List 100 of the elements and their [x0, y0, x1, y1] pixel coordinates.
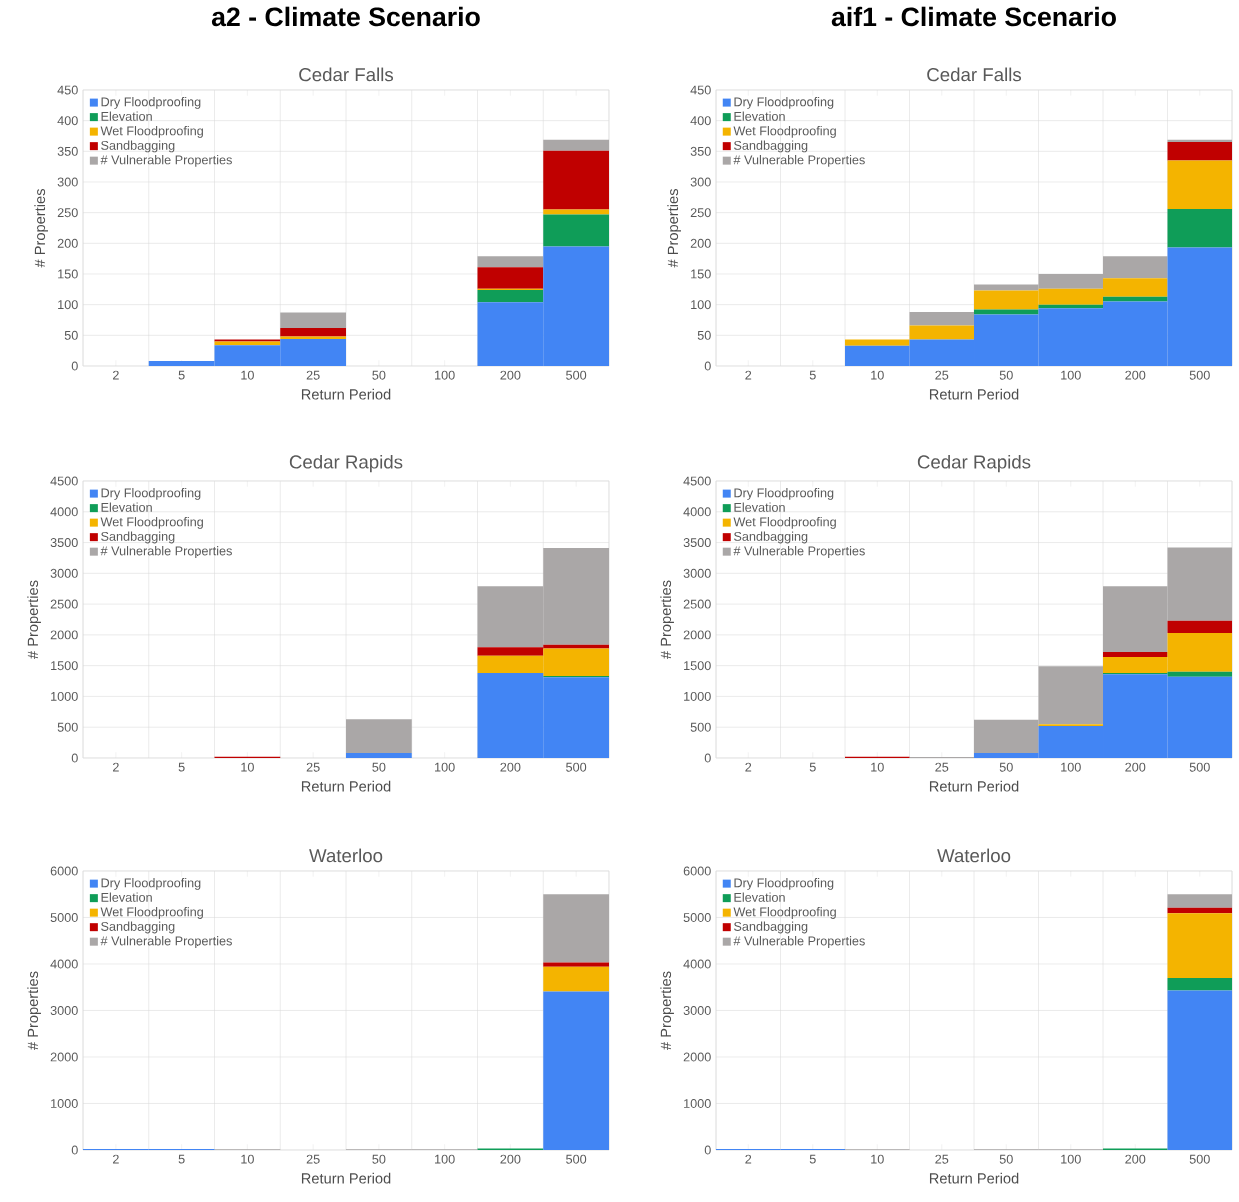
legend-label: Dry Floodproofing: [734, 97, 834, 109]
x-tick-label: 5: [809, 762, 816, 772]
y-tick-label: 100: [691, 300, 711, 310]
x-axis-title: Return Period: [301, 388, 391, 400]
legend-label: Dry Floodproofing: [734, 488, 834, 500]
legend-label: Sandbagging: [734, 531, 808, 544]
y-tick-label: 0: [704, 753, 711, 763]
legend-label: Wet Floodproofing: [733, 517, 836, 529]
y-tick-label: 450: [690, 85, 711, 95]
y-tick-label: 0: [704, 361, 711, 371]
y-tick-label: 150: [691, 269, 711, 279]
y-tick-label: 4000: [683, 507, 711, 517]
x-tick-label: 100: [1061, 370, 1081, 380]
y-tick-label: 250: [57, 208, 78, 218]
y-tick-label: 50: [697, 330, 711, 340]
y-tick-label: 1000: [51, 691, 78, 701]
y-tick-label: 4500: [683, 476, 711, 486]
legend-label: Dry Floodproofing: [101, 878, 201, 890]
chart-title: Cedar Rapids: [289, 454, 403, 473]
legend-label: Wet Floodproofing: [733, 907, 836, 919]
y-tick-label: 0: [71, 361, 78, 371]
x-tick-label: 2: [112, 1154, 119, 1164]
y-tick-label: 350: [690, 146, 711, 156]
legend-label: Sandbagging: [101, 531, 175, 544]
x-tick-label: 10: [241, 1154, 254, 1164]
y-tick-label: 4000: [683, 959, 711, 969]
legend-label: Dry Floodproofing: [101, 97, 201, 109]
x-tick-label: 25: [935, 370, 949, 380]
y-tick-label: 350: [57, 146, 78, 156]
y-tick-label: 2500: [50, 599, 78, 609]
y-tick-label: 6000: [50, 866, 78, 876]
x-tick-label: 500: [1189, 370, 1210, 380]
y-tick-label: 1500: [684, 661, 711, 671]
y-tick-label: 3500: [683, 538, 711, 548]
x-axis-title: Return Period: [929, 780, 1019, 792]
y-tick-label: 1500: [51, 661, 78, 671]
legend-label: Wet Floodproofing: [100, 517, 203, 529]
x-tick-label: 200: [500, 1154, 521, 1164]
y-tick-label: 150: [58, 269, 78, 279]
y-tick-label: 3500: [50, 538, 78, 548]
x-tick-label: 25: [935, 762, 949, 772]
x-tick-label: 100: [435, 762, 455, 772]
x-tick-label: 5: [178, 762, 185, 772]
y-tick-label: 1000: [684, 1099, 711, 1108]
legend-label: Elevation: [101, 892, 152, 902]
y-tick-label: 2000: [50, 1052, 78, 1062]
x-tick-label: 200: [1125, 762, 1146, 772]
x-tick-label: 50: [372, 370, 386, 380]
y-tick-label: 4500: [50, 476, 78, 486]
x-tick-label: 5: [178, 1154, 185, 1164]
y-tick-label: 4000: [50, 507, 78, 517]
legend-label: # Vulnerable Properties: [100, 546, 232, 558]
legend-label: Sandbagging: [734, 140, 808, 153]
legend-label: Wet Floodproofing: [733, 126, 836, 138]
legend-label: # Vulnerable Properties: [733, 936, 865, 948]
chart-title: Waterloo: [937, 848, 1011, 863]
x-tick-label: 50: [372, 762, 386, 772]
legend-label: Elevation: [734, 502, 785, 512]
legend-label: # Vulnerable Properties: [733, 155, 865, 167]
x-tick-label: 50: [999, 1154, 1013, 1164]
y-tick-label: 1000: [684, 691, 711, 701]
y-tick-label: 0: [704, 1145, 711, 1155]
x-tick-label: 200: [500, 370, 521, 380]
y-tick-label: 250: [690, 208, 711, 218]
x-tick-label: 10: [871, 370, 884, 380]
x-tick-label: 500: [566, 1154, 587, 1164]
y-tick-label: 2000: [50, 630, 78, 640]
y-tick-label: 5000: [50, 913, 78, 922]
y-tick-label: 2000: [683, 1052, 711, 1062]
y-tick-label: 100: [58, 300, 78, 310]
y-axis-title: # Properties: [660, 580, 674, 659]
x-tick-label: 500: [566, 370, 587, 380]
y-tick-label: 200: [690, 238, 711, 248]
x-tick-label: 500: [566, 762, 587, 772]
x-tick-label: 50: [372, 1154, 386, 1164]
chart-title: Cedar Rapids: [917, 454, 1031, 473]
y-tick-label: 6000: [683, 866, 711, 876]
legend-label: Elevation: [101, 111, 152, 121]
x-tick-label: 10: [241, 762, 254, 772]
legend-label: # Vulnerable Properties: [100, 936, 232, 948]
chart-title: Cedar Falls: [927, 67, 1022, 82]
legend-label: Dry Floodproofing: [101, 488, 201, 500]
x-tick-label: 25: [306, 1154, 320, 1164]
x-tick-label: 100: [1061, 762, 1081, 772]
x-axis-title: Return Period: [301, 780, 391, 792]
text: aif1 - Climate Scenario: [831, 6, 1116, 27]
legend-label: # Vulnerable Properties: [733, 546, 865, 558]
y-axis-title: # Properties: [667, 189, 681, 268]
chart-title: Waterloo: [309, 848, 383, 863]
x-tick-label: 2: [112, 762, 119, 772]
x-tick-label: 500: [1189, 762, 1210, 772]
legend-label: Wet Floodproofing: [100, 907, 203, 919]
legend-label: Sandbagging: [101, 921, 175, 934]
y-tick-label: 500: [690, 722, 711, 732]
x-tick-label: 5: [809, 370, 816, 380]
x-tick-label: 2: [745, 1154, 752, 1164]
legend-label: Sandbagging: [734, 921, 808, 934]
y-tick-label: 200: [57, 238, 78, 248]
y-tick-label: 5000: [683, 913, 711, 922]
y-tick-label: 1000: [51, 1099, 78, 1108]
